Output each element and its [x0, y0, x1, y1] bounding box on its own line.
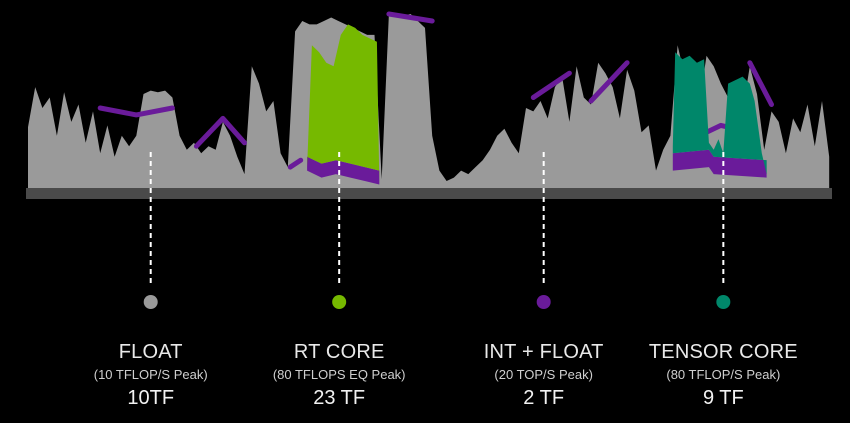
baseline-bar	[26, 188, 832, 199]
rt-core-title: RT CORE	[293, 341, 385, 363]
tensor-core-marker	[716, 295, 731, 309]
int-float-cap-1	[193, 115, 247, 149]
leader-lines	[149, 152, 725, 287]
rt-core-marker	[332, 295, 347, 309]
rt-core-area-path	[307, 24, 380, 182]
rt-core-subtitle: (80 TFLOPS EQ Peak)	[272, 367, 406, 382]
rt-core-value-label: 23 TF	[313, 387, 366, 409]
int-float-cap-4	[530, 70, 572, 100]
float-value-label: 10TF	[127, 387, 175, 409]
tensor-core-label-block: TENSOR CORE (80 TFLOP/S Peak) 9 TF	[623, 340, 823, 410]
tensor-core-subtitle: (80 TFLOP/S Peak)	[666, 367, 781, 382]
float-title: FLOAT	[118, 341, 183, 363]
rt-core-series-area	[307, 24, 380, 185]
float-series-area	[28, 14, 830, 188]
float-marker	[143, 295, 158, 309]
int-float-marker	[536, 295, 551, 309]
int-float-series-area	[97, 11, 774, 170]
float-area-path	[28, 14, 830, 188]
int-float-cap-7	[747, 60, 774, 107]
float-subtitle: (10 TFLOP/S Peak)	[93, 367, 208, 382]
float-label-block: FLOAT (10 TFLOP/S Peak) 10TF	[51, 340, 251, 410]
int-float-title: INT + FLOAT	[483, 341, 604, 363]
int-float-cap-3	[386, 11, 435, 24]
int-float-cap-5	[588, 60, 630, 104]
int-float-value-label: 2 TF	[523, 387, 565, 409]
int-float-label-block: INT + FLOAT (20 TOP/S Peak) 2 TF	[444, 340, 644, 410]
tensor-int-float-underlay	[672, 149, 767, 178]
tensor-core-value-label: 9 TF	[702, 387, 744, 409]
tensor-core-title: TENSOR CORE	[648, 341, 798, 363]
int-float-cap-2	[287, 157, 304, 170]
rt-core-int-float-underlay	[307, 156, 380, 185]
series-markers	[143, 295, 731, 309]
rt-core-label-block: RT CORE (80 TFLOPS EQ Peak) 23 TF	[239, 340, 439, 410]
int-float-subtitle: (20 TOP/S Peak)	[494, 367, 593, 382]
tensor-core-area-path	[672, 52, 767, 175]
int-float-cap-0	[97, 105, 175, 118]
tensor-core-series-area	[672, 52, 767, 178]
